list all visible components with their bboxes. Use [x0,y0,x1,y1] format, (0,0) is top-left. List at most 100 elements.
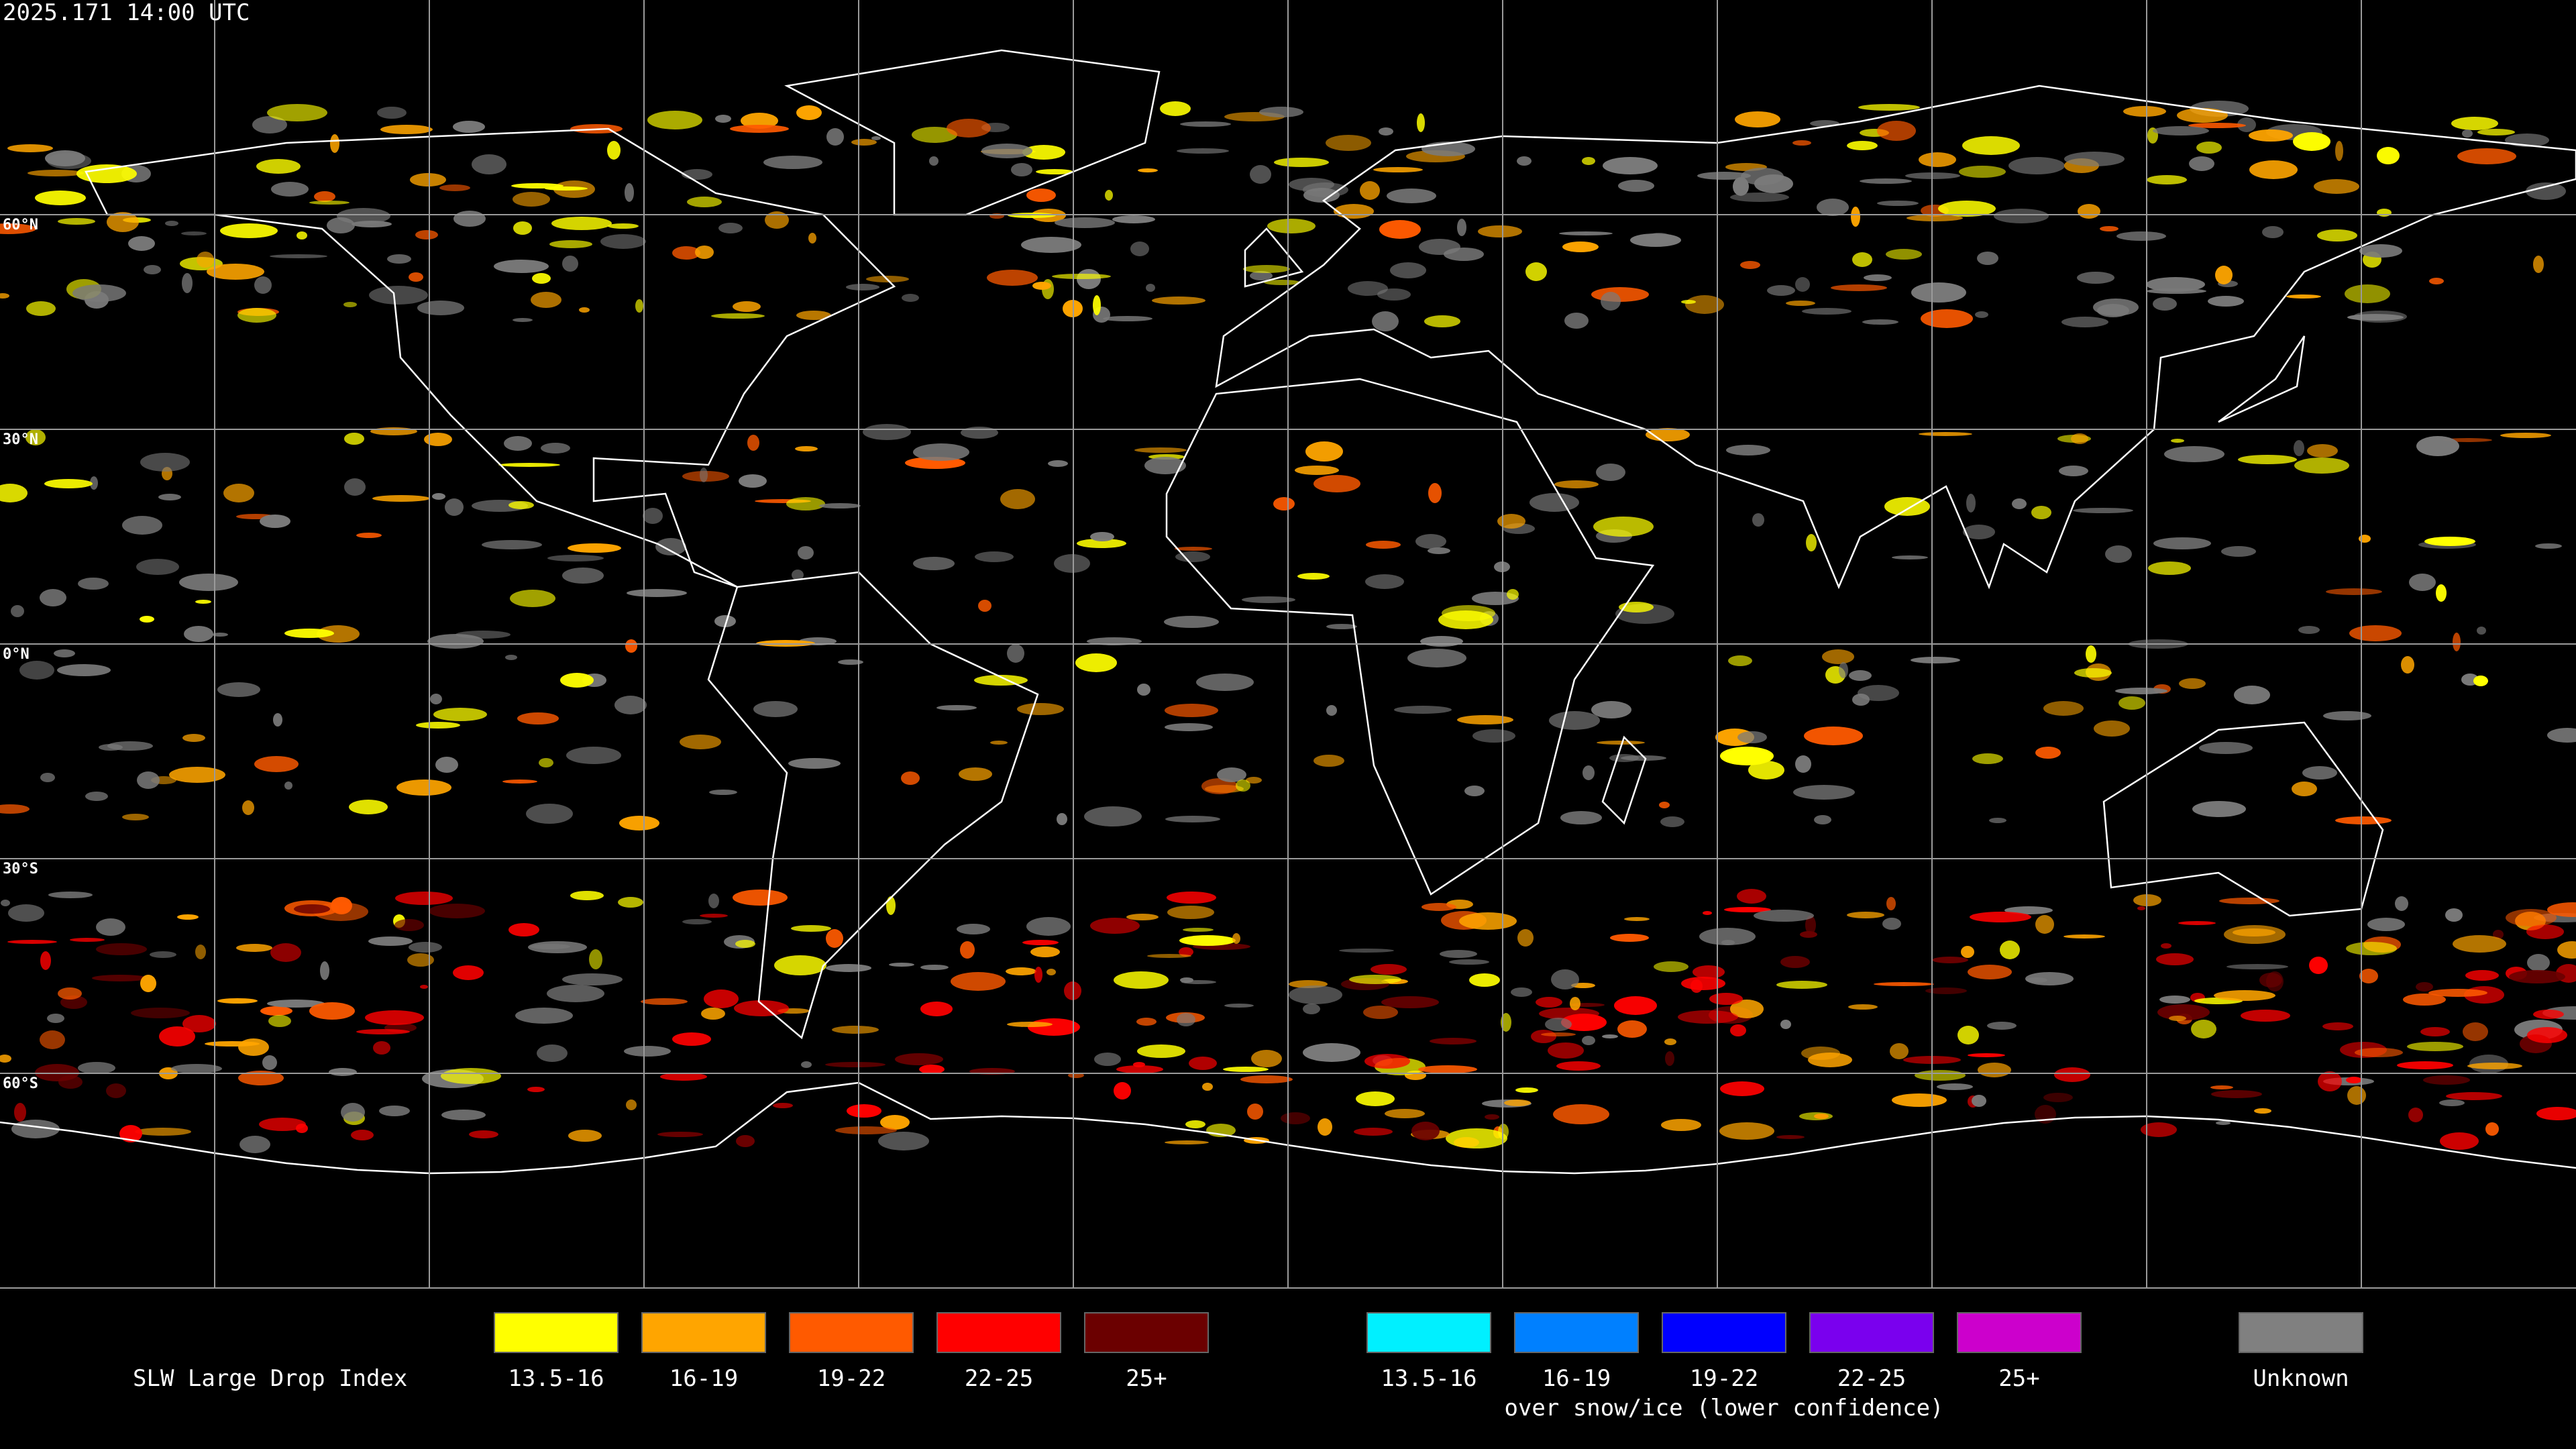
legend-label: Unknown [2253,1365,2349,1392]
cloud-patch [1394,706,1452,714]
timestamp: 2025.171 14:00 UTC [3,0,250,26]
cloud-patch [106,1083,126,1098]
cloud-patch [78,578,109,590]
cloud-patch [847,1104,881,1118]
cloud-patch [1972,1095,1986,1107]
cloud-patch [513,192,550,207]
cloud-patch [2359,535,2371,543]
cloud-patch [2527,954,2550,971]
cloud-patch [1417,113,1425,132]
cloud-patch [2309,957,2328,974]
cloud-patch [1326,705,1337,716]
cloud-patch [2346,1077,2362,1083]
latitude-label: 0°N [3,646,30,663]
cloud-patch [851,139,877,146]
cloud-patch [1421,903,1456,911]
cloud-patch [1189,1057,1217,1070]
cloud-patch [122,814,149,820]
cloud-patch [624,1046,671,1057]
cloud-patch [1485,1114,1499,1120]
cloud-patch [373,1041,390,1055]
cloud-patch [207,264,264,280]
cloud-patch [260,1006,292,1016]
cloud-patch [2349,625,2402,641]
cloud-patch [1726,445,1770,455]
cloud-patch [1267,219,1316,233]
legend-label: 22-25 [1837,1365,1906,1392]
cloud-patch [107,212,139,232]
cloud-patch [11,605,24,617]
cloud-patch [2199,742,2253,754]
cloud-patch [1693,965,1725,979]
cloud-patch [1167,892,1216,904]
cloud-patch [179,574,238,591]
cloud-patch [2293,132,2330,151]
cloud-patch [2241,1010,2290,1022]
cloud-patch [387,254,411,264]
cloud-patch [513,221,532,235]
cloud-patch [0,804,30,814]
cloud-patch [846,284,879,290]
cloud-patch [2086,645,2096,663]
cloud-patch [1860,178,1912,184]
coastline [85,127,896,588]
cloud-patch [1959,166,2006,178]
cloud-patch [1780,1020,1791,1029]
cloud-patch [309,1002,355,1020]
cloud-patch [608,223,639,229]
cloud-patch [2035,915,2054,934]
cloud-patch [570,891,604,900]
cloud-patch [1614,996,1657,1015]
cloud-patch [1630,233,1681,247]
cloud-patch [901,771,920,785]
cloud-patch [394,919,424,931]
cloud-patch [1259,107,1303,117]
cloud-patch [739,474,767,488]
cloud-patch [796,311,831,320]
cloud-patch [1925,987,1967,994]
cloud-patch [294,904,330,914]
cloud-patch [530,944,570,949]
cloud-patch [774,955,826,975]
cloud-patch [1603,157,1658,174]
cloud-patch [1877,201,1919,206]
cloud-patch [730,125,789,133]
cloud-patch [765,211,789,229]
cloud-patch [537,1044,568,1062]
cloud-patch [1609,754,1639,762]
cloud-patch [1052,274,1111,279]
cloud-patch [2146,277,2205,292]
cloud-patch [1536,997,1562,1008]
cloud-patch [1084,806,1142,826]
cloud-patch [1472,729,1515,743]
cloud-patch [380,125,433,134]
cloud-patch [657,1132,703,1137]
cloud-patch [1806,534,1817,551]
cloud-patch [957,924,990,934]
legend-label: 19-22 [817,1365,885,1392]
cloud-patch [1371,964,1407,975]
cloud-patch [2314,179,2359,194]
cloud-patch [1618,180,1654,192]
cloud-patch [1165,816,1220,822]
cloud-patch [981,144,1032,158]
cloud-patch [344,433,364,445]
cloud-layer [0,101,2576,1153]
cloud-patch [1601,292,1621,311]
cloud-patch [430,694,442,704]
cloud-patch [1849,670,1872,681]
cloud-patch [1464,786,1485,796]
cloud-patch [1428,483,1442,503]
cloud-patch [1740,261,1760,269]
cloud-patch [1767,285,1795,296]
cloud-patch [40,773,55,782]
cloud-patch [832,1026,879,1034]
cloud-patch [2467,1063,2522,1069]
cloud-patch [1114,1082,1131,1099]
cloud-patch [267,104,327,121]
cloud-patch [2535,543,2562,549]
cloud-patch [808,233,816,244]
cloud-patch [284,629,334,638]
cloud-patch [1597,741,1645,745]
cloud-patch [1661,1119,1701,1131]
